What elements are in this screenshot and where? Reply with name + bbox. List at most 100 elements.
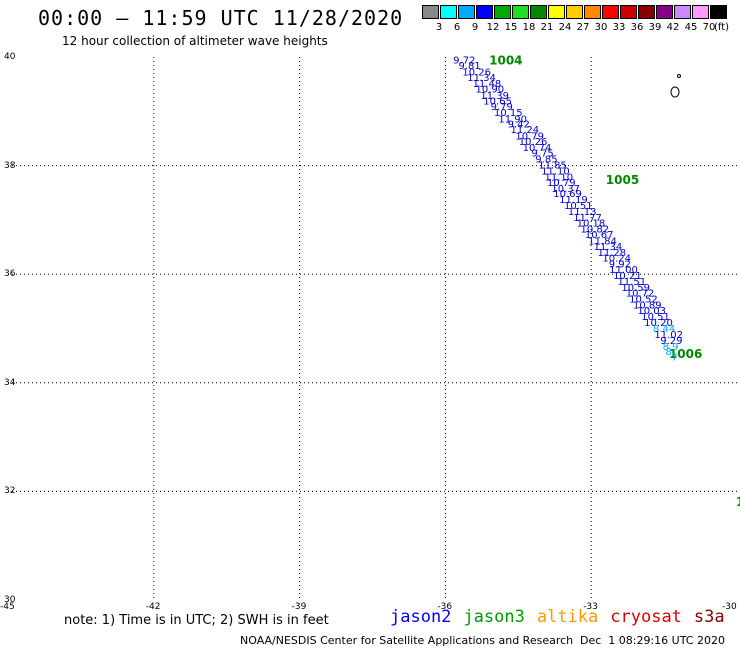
satellite-jason3: jason3 bbox=[463, 607, 525, 627]
wave-height-value: 10.15 bbox=[494, 108, 523, 119]
legend-label: 42 bbox=[666, 22, 680, 33]
wave-height-value: 10.18 bbox=[577, 219, 606, 230]
satellite-jason2: jason2 bbox=[390, 607, 452, 627]
wave-height-value: 10.03 bbox=[637, 306, 666, 317]
wave-height-value: 10.90 bbox=[476, 84, 505, 95]
wave-height-value: 10.74 bbox=[523, 143, 552, 154]
latitude-label: 40 bbox=[4, 52, 16, 62]
legend-swatch bbox=[566, 5, 583, 19]
wave-height-value: 11.34 bbox=[594, 242, 623, 253]
wave-height-value: 10.67 bbox=[585, 230, 614, 241]
legend-swatch bbox=[476, 5, 493, 19]
legend-label: 39 bbox=[648, 22, 662, 33]
map-grid bbox=[8, 57, 737, 600]
legend-label: 12 bbox=[486, 22, 500, 33]
legend-swatch bbox=[656, 5, 673, 19]
wave-height-value: 11.90 bbox=[498, 114, 527, 125]
latitude-label: 36 bbox=[4, 269, 16, 280]
longitude-label: -39 bbox=[291, 602, 307, 612]
legend-swatch bbox=[674, 5, 691, 19]
wave-height-value: 11.51 bbox=[617, 277, 646, 288]
legend-swatch bbox=[458, 5, 475, 19]
wave-height-value: 10.52 bbox=[629, 295, 658, 306]
latitude-label: 32 bbox=[4, 486, 16, 497]
longitude-label: -33 bbox=[583, 602, 598, 612]
track-number-label: 10 bbox=[736, 495, 740, 509]
wave-height-value: 10.51 bbox=[641, 312, 670, 323]
wave-height-value: 10.82 bbox=[581, 225, 610, 236]
longitude-label: -36 bbox=[437, 602, 453, 612]
legend-swatch bbox=[638, 5, 655, 19]
wave-height-value: 11.85 bbox=[538, 160, 567, 171]
wave-height-value: 10.79 bbox=[547, 178, 576, 189]
wave-height-value: 7 bbox=[671, 353, 677, 364]
wave-height-value: 11.34 bbox=[467, 73, 496, 84]
legend-label: 3 bbox=[435, 22, 443, 33]
wave-height-value: 8.9 bbox=[663, 342, 679, 353]
legend-swatch bbox=[710, 5, 727, 19]
track-number-label: 1005 bbox=[606, 173, 639, 187]
wave-height-value: 10.20 bbox=[644, 318, 673, 329]
legend-swatch bbox=[422, 5, 439, 19]
wave-height-value: 10.51 bbox=[564, 201, 593, 212]
wave-height-value: 10.89 bbox=[633, 301, 662, 312]
legend-swatch bbox=[602, 5, 619, 19]
legend-label: 45 bbox=[684, 22, 698, 33]
wave-height-value: 10.79 bbox=[515, 132, 544, 143]
satellite-altika: altika bbox=[536, 607, 599, 627]
wave-height-value: 11.13 bbox=[568, 207, 597, 218]
legend-swatch bbox=[440, 5, 457, 19]
wave-height-value: 10.37 bbox=[551, 184, 580, 195]
satellite-legend: jason2 jason3 altika cryosat s3a bbox=[390, 607, 737, 627]
wave-height-value: 11.48 bbox=[473, 79, 502, 90]
legend-label: 9 bbox=[471, 22, 479, 33]
longitude-label: -45 bbox=[0, 602, 15, 612]
legend-swatch bbox=[584, 5, 601, 19]
legend-label: 15 bbox=[504, 22, 518, 33]
legend-label: 30 bbox=[594, 22, 608, 33]
legend-label: 36 bbox=[630, 22, 644, 33]
wave-height-value: 10.26 bbox=[519, 137, 548, 148]
latitude-label: 34 bbox=[4, 377, 16, 388]
wave-height-value: 8. bbox=[666, 347, 676, 358]
longitude-label: -42 bbox=[145, 602, 161, 612]
legend-label: 21 bbox=[540, 22, 554, 33]
latitude-label: 30 bbox=[4, 595, 16, 605]
wave-height-value: 9.75 bbox=[531, 148, 553, 159]
island-marker bbox=[670, 74, 681, 98]
wave-height-value: 10.21 bbox=[613, 271, 642, 282]
track-labels: 1004 1005 1006 10 bbox=[489, 54, 740, 509]
track-number-label: 1004 bbox=[489, 54, 522, 68]
wave-height-value: 10.26 bbox=[462, 68, 491, 79]
observations: 9.729.8110.2611.3411.4810.9011.3910.659.… bbox=[453, 56, 683, 364]
wave-height-value: 11.00 bbox=[609, 265, 638, 276]
wave-height-value: 9.42 bbox=[508, 120, 530, 131]
legend-label: 27 bbox=[576, 22, 590, 33]
wave-height-value: 11.24 bbox=[511, 125, 540, 136]
legend-swatch bbox=[494, 5, 511, 19]
latitude-label: 38 bbox=[4, 160, 16, 171]
wave-height-value: 10.69 bbox=[553, 189, 582, 200]
wave-height-value: 11.10 bbox=[545, 172, 574, 183]
legend-label: 24 bbox=[558, 22, 572, 33]
wave-height-value: 9.79 bbox=[491, 102, 513, 113]
wave-height-value: 10.72 bbox=[626, 289, 655, 300]
wave-height-value: 11.39 bbox=[480, 91, 509, 102]
wave-height-value: 11.10 bbox=[541, 166, 570, 177]
legend-swatch bbox=[692, 5, 709, 19]
wave-height-value: 9.72 bbox=[453, 56, 475, 67]
legend-label: 6 bbox=[453, 22, 461, 33]
credit-line: NOAA/NESDIS Center for Satellite Applica… bbox=[240, 634, 574, 647]
legend-unit: (ft) bbox=[714, 22, 730, 33]
wave-height-value: 11.19 bbox=[559, 195, 588, 206]
wave-height-value: 8.44 bbox=[653, 324, 675, 335]
wave-height-value: 9.85 bbox=[535, 154, 557, 165]
wave-height-value: 10.59 bbox=[621, 283, 650, 294]
legend-label: 70 bbox=[702, 22, 716, 33]
longitude-label: -30 bbox=[722, 602, 737, 612]
map-subtitle: 12 hour collection of altimeter wave hei… bbox=[62, 34, 328, 48]
wave-height-value: 11.28 bbox=[598, 248, 627, 259]
wave-height-value: 10.24 bbox=[602, 253, 631, 264]
wave-height-value: 10.65 bbox=[483, 96, 512, 107]
wave-height-value: 9.92 bbox=[609, 259, 631, 270]
